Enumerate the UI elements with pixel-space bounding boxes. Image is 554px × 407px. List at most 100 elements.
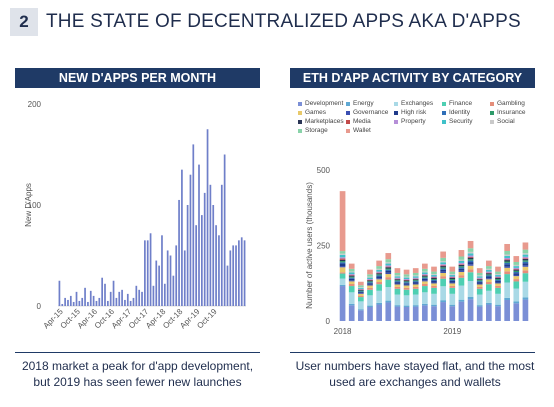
right-bar-segment bbox=[504, 274, 510, 283]
right-bar-segment bbox=[486, 274, 492, 276]
right-bar-segment bbox=[522, 270, 529, 274]
right-bar-segment bbox=[476, 279, 483, 281]
left-bar bbox=[69, 295, 72, 306]
right-bar-segment bbox=[376, 260, 382, 267]
right-bar-segment bbox=[339, 257, 346, 259]
right-bar-segment bbox=[476, 286, 483, 289]
right-bar-segment bbox=[476, 275, 483, 277]
right-bar-segment bbox=[385, 300, 392, 303]
right-bar-segment bbox=[376, 282, 382, 285]
right-bar-segment bbox=[422, 303, 428, 306]
legend-label: Finance bbox=[449, 100, 473, 107]
right-bar-segment bbox=[504, 262, 510, 265]
right-bar-segment bbox=[486, 290, 492, 303]
right-bar-segment bbox=[458, 268, 465, 271]
right-bar-segment bbox=[513, 288, 520, 302]
right-bar-segment bbox=[476, 284, 483, 287]
right-bar-segment bbox=[394, 283, 401, 285]
right-bar-segment bbox=[486, 273, 492, 275]
right-bar-segment bbox=[367, 280, 373, 282]
right-bar-segment bbox=[422, 275, 428, 276]
legend-label: Games bbox=[305, 109, 326, 116]
right-bar-segment bbox=[513, 301, 520, 304]
right-bar-segment bbox=[504, 261, 510, 263]
legend-label: Governance bbox=[353, 109, 389, 116]
right-bar-segment bbox=[376, 284, 382, 291]
right-bar-segment bbox=[367, 276, 373, 278]
right-bar-segment bbox=[339, 191, 346, 252]
right-bar-segment bbox=[504, 297, 510, 300]
right-bar-segment bbox=[376, 304, 382, 321]
right-bar-segment bbox=[358, 295, 364, 298]
left-bar bbox=[158, 265, 160, 306]
right-bar-segment bbox=[348, 283, 355, 287]
right-bar-segment bbox=[431, 278, 437, 280]
right-bar-segment bbox=[495, 306, 501, 321]
left-bar bbox=[232, 245, 235, 306]
right-bar-segment bbox=[522, 281, 529, 298]
left-bar bbox=[92, 295, 95, 306]
right-bar-segment bbox=[394, 279, 401, 281]
right-bar-segment bbox=[403, 285, 410, 288]
right-bar-segment bbox=[449, 282, 456, 284]
right-bar-segment bbox=[385, 262, 392, 264]
left-bar bbox=[146, 240, 149, 306]
left-bar bbox=[149, 233, 152, 306]
right-bar-segment bbox=[358, 310, 364, 321]
legend-swatch bbox=[490, 110, 494, 115]
legend-swatch bbox=[346, 119, 350, 124]
page-title: THE STATE OF DECENTRALIZED APPS AKA D'AP… bbox=[46, 11, 521, 32]
right-bar-segment bbox=[476, 288, 483, 295]
right-bar-segment bbox=[440, 302, 446, 321]
right-bar-segment bbox=[385, 265, 392, 267]
left-bar bbox=[98, 297, 101, 306]
page-header: 2 THE STATE OF DECENTRALIZED APPS AKA D'… bbox=[10, 8, 546, 36]
left-bar bbox=[212, 205, 215, 306]
left-bar bbox=[195, 225, 198, 306]
right-bar-segment bbox=[385, 272, 392, 275]
right-bar-segment bbox=[467, 240, 474, 249]
legend-swatch bbox=[394, 110, 398, 115]
right-bar-segment bbox=[385, 263, 392, 266]
right-bar-segment bbox=[422, 292, 428, 304]
right-bar-segment bbox=[412, 286, 419, 289]
legend-swatch bbox=[394, 119, 398, 124]
left-bar bbox=[203, 192, 206, 306]
right-bar-segment bbox=[339, 254, 346, 258]
right-bar-segment bbox=[495, 282, 501, 284]
legend-label: Identity bbox=[449, 109, 470, 116]
right-bar-segment bbox=[394, 280, 401, 282]
right-bar-segment bbox=[394, 282, 401, 284]
right-bar-segment bbox=[403, 306, 410, 321]
right-bar-segment bbox=[486, 275, 492, 277]
right-bar-segment bbox=[431, 280, 437, 283]
left-bar bbox=[200, 215, 203, 306]
left-bar bbox=[223, 154, 226, 306]
legend-item: Gambling bbox=[490, 100, 525, 107]
right-bar-segment bbox=[467, 280, 474, 297]
legend-label: Insurance bbox=[497, 109, 526, 116]
left-divider bbox=[15, 352, 260, 353]
right-bar-segment bbox=[476, 306, 483, 321]
right-bar-segment bbox=[449, 266, 456, 272]
right-bar-segment bbox=[513, 281, 520, 289]
right-bar-segment bbox=[385, 277, 392, 280]
legend-item: Property bbox=[394, 118, 426, 125]
right-bar-segment bbox=[422, 268, 428, 272]
right-bar-segment bbox=[513, 274, 520, 277]
right-bar-segment bbox=[449, 304, 456, 307]
right-bar-segment bbox=[476, 272, 483, 276]
right-bar-segment bbox=[467, 299, 474, 321]
right-bar-segment bbox=[504, 243, 510, 251]
right-bar-segment bbox=[348, 278, 355, 281]
right-bar-segment bbox=[504, 257, 510, 260]
right-bar-segment bbox=[513, 270, 520, 273]
right-bar-segment bbox=[486, 302, 492, 305]
right-bar-segment bbox=[486, 269, 492, 272]
right-bar-segment bbox=[467, 260, 474, 263]
right-bar-segment bbox=[367, 277, 373, 279]
left-bar bbox=[235, 245, 237, 306]
right-bar-segment bbox=[339, 286, 346, 321]
right-bar-segment bbox=[394, 275, 401, 277]
